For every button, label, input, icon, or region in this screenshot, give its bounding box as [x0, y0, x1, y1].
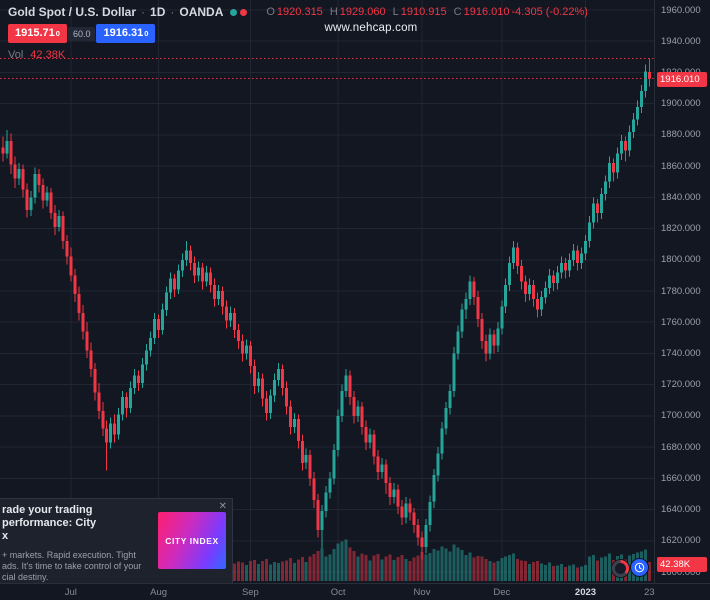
ad-headline: rade your trading performance: City x — [2, 504, 154, 543]
clock-glyph — [634, 562, 645, 573]
sell-button[interactable]: 1915.71 0 — [8, 24, 67, 43]
price-tick-label: 1960.000 — [661, 4, 701, 16]
ad-headline-line: x — [2, 530, 9, 542]
open-label: O — [266, 6, 275, 18]
buy-button[interactable]: 1916.31 0 — [96, 24, 156, 43]
price-tick-label: 1780.000 — [661, 285, 701, 297]
separator: · — [141, 5, 146, 19]
low-value: 1910.915 — [400, 6, 447, 18]
price-tick-label: 1620.000 — [661, 535, 701, 547]
countdown-ring-icon[interactable] — [612, 560, 629, 577]
price-tick-label: 1640.000 — [661, 504, 701, 516]
interval-label[interactable]: 1D — [150, 5, 166, 19]
price-tick-label: 1760.000 — [661, 316, 701, 328]
price-tick-label: 1680.000 — [661, 441, 701, 453]
time-axis-label: Oct — [330, 587, 346, 598]
last-price-badge: 1916.010 — [657, 71, 707, 87]
price-tick-label: 1840.000 — [661, 191, 701, 203]
sell-price: 1915.71 — [15, 27, 55, 39]
ad-close-icon[interactable]: ✕ — [218, 501, 227, 512]
change-value: -4.305 (-0.22%) — [511, 6, 588, 18]
separator: · — [170, 5, 175, 19]
time-axis[interactable]: Jul Aug Sep Oct Nov Dec 2023 23 — [0, 583, 710, 600]
symbol-title[interactable]: Gold Spot / U.S. Dollar — [8, 5, 137, 19]
time-axis-label: Sep — [241, 587, 259, 598]
price-tick-label: 1720.000 — [661, 379, 701, 391]
price-axis[interactable]: 1916.010 42.38K 1960.0001940.0001920.000… — [654, 0, 710, 583]
time-axis-label: Aug — [150, 587, 168, 598]
close-label: C — [453, 6, 462, 18]
ad-headline-line: rade your trading performance: City — [2, 504, 97, 529]
ohlc-readout: O 1920.315 H 1929.060 L 1910.915 C 1916.010 … — [259, 6, 588, 18]
price-tick-label: 1800.000 — [661, 254, 701, 266]
city-index-logo[interactable]: CITY INDEX — [158, 512, 226, 569]
high-value: 1929.060 — [339, 6, 386, 18]
time-axis-label: 23 — [644, 587, 655, 598]
volume-label: Vol — [8, 49, 24, 61]
ad-body-text: + markets. Rapid execution. Tight ads. I… — [2, 550, 154, 583]
time-axis-label: Dec — [493, 587, 511, 598]
price-tick-label: 1740.000 — [661, 347, 701, 359]
price-tick-label: 1860.000 — [661, 160, 701, 172]
clock-icon[interactable] — [631, 559, 648, 576]
buy-price-sup: 0 — [144, 29, 149, 38]
city-index-logo-text: CITY INDEX — [165, 535, 219, 546]
high-label: H — [329, 6, 338, 18]
exchange-label: OANDA — [179, 5, 224, 19]
time-axis-label: Jul — [64, 587, 77, 598]
price-tick-label: 1940.000 — [661, 35, 701, 47]
sell-price-sup: 0 — [55, 29, 60, 38]
price-tick-label: 1880.000 — [661, 129, 701, 141]
volume-value: 42.38K — [30, 49, 66, 61]
ad-body-line: + markets. Rapid execution. Tight — [2, 550, 136, 560]
chart-legend: Gold Spot / U.S. Dollar · 1D · OANDA O 19… — [8, 5, 588, 61]
ad-popup: ✕ rade your trading performance: City x … — [0, 498, 233, 583]
close-value: 1916.010 — [463, 6, 510, 18]
candlestick-chart[interactable] — [0, 0, 655, 583]
status-dot-green-icon — [230, 8, 238, 16]
ad-body-line: cial destiny. — [2, 572, 49, 582]
open-value: 1920.315 — [276, 6, 323, 18]
ad-body-line: ads. It's time to take control of your — [2, 561, 142, 571]
watermark-text: www.nehcap.com — [324, 22, 418, 34]
price-tick-label: 1600.000 — [661, 566, 701, 578]
time-axis-label: 2023 — [574, 587, 597, 598]
price-tick-label: 1660.000 — [661, 472, 701, 484]
status-dot-red-icon — [240, 8, 248, 16]
price-tick-label: 1820.000 — [661, 223, 701, 235]
volume-badge: 42.38K — [657, 557, 707, 572]
time-axis-label: Nov — [413, 587, 431, 598]
price-tick-label: 1900.000 — [661, 98, 701, 110]
buy-price: 1916.31 — [103, 27, 144, 39]
chart-plot-area[interactable]: www.nehcap.com Gold Spot / U.S. Dollar ·… — [0, 0, 655, 583]
price-tick-label: 1700.000 — [661, 410, 701, 422]
spread-value: 60.0 — [67, 26, 96, 41]
low-label: L — [392, 6, 399, 18]
